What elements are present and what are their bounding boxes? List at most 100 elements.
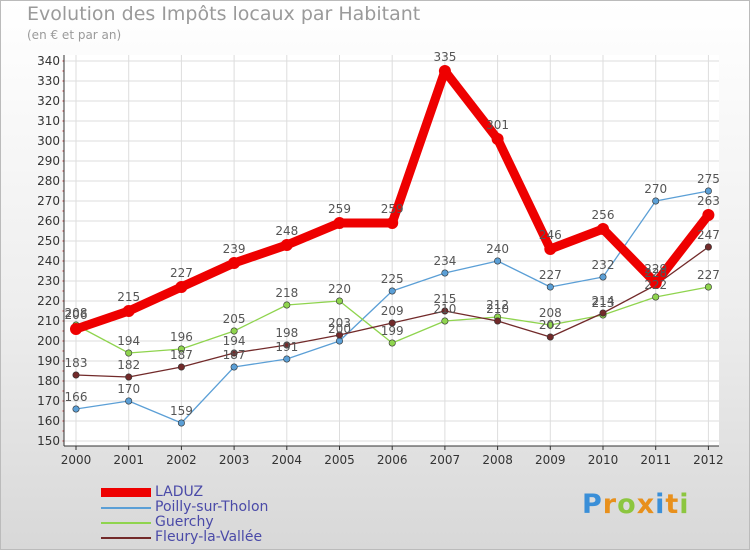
- x-tick-label: 2010: [588, 453, 619, 467]
- x-tick-label: 2002: [166, 453, 197, 467]
- data-label: 234: [433, 254, 456, 268]
- data-label: 232: [592, 258, 615, 272]
- data-point: [597, 223, 609, 235]
- proxiti-logo: Proxiti: [582, 489, 690, 520]
- data-label: 270: [644, 182, 667, 196]
- data-label: 194: [117, 334, 140, 348]
- y-minor-tick: [62, 300, 64, 302]
- y-minor-tick: [62, 260, 64, 262]
- logo-letter: r: [602, 489, 618, 520]
- y-minor-tick: [62, 150, 64, 152]
- legend-swatch: [101, 506, 151, 509]
- y-minor-tick: [62, 380, 64, 382]
- data-label: 247: [697, 228, 720, 242]
- y-minor-tick: [62, 230, 64, 232]
- data-point: [70, 323, 82, 335]
- data-point: [546, 333, 554, 341]
- y-minor-tick: [62, 220, 64, 222]
- logo-letter: i: [679, 489, 690, 520]
- data-point: [283, 355, 291, 363]
- y-tick-label: 240: [37, 254, 60, 268]
- data-label: 198: [275, 326, 298, 340]
- data-point: [122, 305, 135, 317]
- y-tick-label: 180: [37, 374, 60, 388]
- logo-letter: o: [617, 489, 637, 520]
- y-minor-tick: [62, 430, 64, 432]
- data-point: [125, 397, 133, 405]
- data-label: 220: [328, 282, 351, 296]
- y-tick-label: 230: [37, 274, 60, 288]
- data-label: 183: [65, 356, 88, 370]
- data-label: 208: [65, 306, 88, 320]
- data-point: [283, 301, 291, 309]
- y-minor-tick: [62, 410, 64, 412]
- legend: LADUZ Poilly-sur-Tholon Guerchy Fleury-la-V…: [101, 485, 268, 545]
- y-minor-tick: [62, 250, 64, 252]
- data-point: [72, 405, 80, 413]
- y-tick-label: 160: [37, 414, 60, 428]
- y-minor-tick: [62, 80, 64, 82]
- x-tick-label: 2009: [535, 453, 566, 467]
- data-label: 191: [275, 340, 298, 354]
- y-minor-tick: [62, 170, 64, 172]
- data-point: [599, 273, 607, 281]
- chart-title: Evolution des Impôts locaux par Habitant: [27, 3, 421, 25]
- y-minor-tick: [62, 420, 64, 422]
- data-point: [386, 217, 399, 229]
- data-point: [388, 319, 396, 327]
- data-point: [333, 217, 346, 229]
- y-minor-tick: [62, 320, 64, 322]
- data-label: 166: [65, 390, 88, 404]
- data-label: 182: [117, 358, 140, 372]
- y-tick-label: 330: [37, 74, 60, 88]
- legend-item: Fleury-la-Vallée: [101, 530, 268, 545]
- data-points: [70, 65, 715, 427]
- data-point: [599, 309, 607, 317]
- x-tick-label: 2003: [219, 453, 250, 467]
- data-label: 218: [275, 286, 298, 300]
- data-label: 203: [328, 316, 351, 330]
- data-point: [228, 257, 241, 269]
- legend-label: Fleury-la-Vallée: [155, 529, 263, 545]
- y-minor-tick: [62, 350, 64, 352]
- data-point: [441, 269, 449, 277]
- y-tick-label: 340: [37, 54, 60, 68]
- data-label: 239: [223, 242, 246, 256]
- y-minor-tick: [62, 340, 64, 342]
- y-tick-label: 320: [37, 94, 60, 108]
- y-minor-tick: [62, 440, 64, 442]
- y-tick-label: 150: [37, 434, 60, 448]
- y-minor-tick: [62, 110, 64, 112]
- data-label: 199: [381, 324, 404, 338]
- data-point: [230, 327, 238, 335]
- data-label: 170: [117, 382, 140, 396]
- data-label: 210: [486, 302, 509, 316]
- data-point: [546, 283, 554, 291]
- data-label: 225: [381, 272, 404, 286]
- legend-swatch: [101, 521, 151, 524]
- y-minor-tick: [62, 120, 64, 122]
- y-tick-label: 170: [37, 394, 60, 408]
- x-tick-label: 2008: [482, 453, 513, 467]
- legend-item: Guerchy: [101, 515, 268, 530]
- data-label: 215: [433, 292, 456, 306]
- data-label: 246: [539, 228, 562, 242]
- y-tick-label: 290: [37, 154, 60, 168]
- data-label: 202: [539, 318, 562, 332]
- data-label: 194: [223, 334, 246, 348]
- data-point: [704, 243, 712, 251]
- data-point: [704, 283, 712, 291]
- data-point: [652, 293, 660, 301]
- y-tick-label: 210: [37, 314, 60, 328]
- data-point: [491, 133, 504, 145]
- y-tick-label: 300: [37, 134, 60, 148]
- data-point: [230, 349, 238, 357]
- data-label: 209: [381, 304, 404, 318]
- x-tick-label: 2012: [693, 453, 724, 467]
- data-point: [441, 317, 449, 325]
- legend-item: Poilly-sur-Tholon: [101, 500, 268, 515]
- legend-label: Guerchy: [155, 514, 214, 530]
- data-point: [702, 209, 715, 221]
- data-label: 259: [381, 202, 404, 216]
- y-minor-tick: [62, 140, 64, 142]
